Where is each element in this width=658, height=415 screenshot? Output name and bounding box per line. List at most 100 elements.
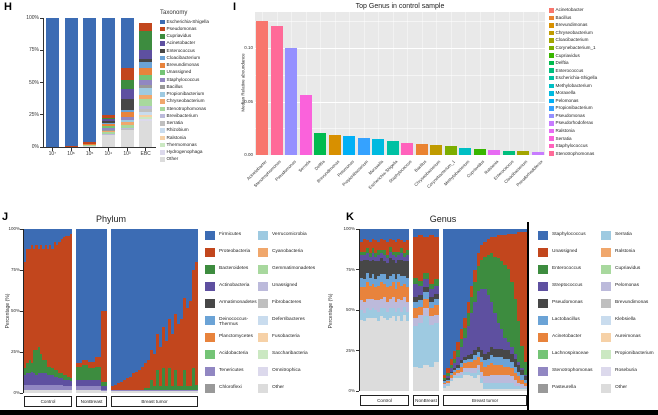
- bar-segment: [174, 314, 177, 371]
- bar-segment: [101, 134, 115, 135]
- bar-segment: [493, 256, 497, 314]
- bar-segment: [42, 248, 45, 361]
- bar-segment: [51, 368, 54, 375]
- bar-segment: [168, 229, 171, 320]
- bar-segment: [473, 378, 477, 391]
- bar-segment: [120, 125, 134, 128]
- stacked-bar: [33, 229, 36, 393]
- legend-label: Brevundimonas: [615, 300, 649, 305]
- group-label: Breast tumor: [141, 399, 168, 404]
- bar-segment: [486, 254, 491, 296]
- bar-segment: [374, 240, 378, 254]
- legend-swatch: [258, 231, 268, 240]
- gridline-vertical: [494, 12, 496, 155]
- legend-label: Serratia: [555, 135, 572, 141]
- bar-segment: [111, 386, 114, 390]
- y-axis-tick-label: 75%: [10, 267, 20, 272]
- bar-segment: [394, 241, 398, 252]
- bar-segment: [486, 365, 491, 377]
- y-axis-line: [23, 229, 24, 393]
- bar-segment: [165, 229, 168, 341]
- legend-label: Hydrogenophaga: [166, 149, 203, 155]
- legend-swatch: [601, 367, 611, 376]
- bar-segment: [368, 298, 372, 310]
- bar-segment: [35, 350, 38, 375]
- legend-swatch: [160, 55, 165, 61]
- bar-segment: [397, 259, 401, 275]
- bar-segment: [500, 261, 504, 330]
- legend-label: Acinetobacter: [552, 334, 582, 339]
- legend-label: Propionibacterium: [615, 351, 654, 356]
- bar-segment: [513, 366, 517, 374]
- bar-segment: [449, 381, 454, 391]
- bar-segment: [37, 347, 40, 374]
- legend-label: Brevundimonas: [555, 22, 588, 28]
- stacked-bar: [114, 229, 117, 393]
- bar-segment: [183, 229, 186, 298]
- bar-segment: [479, 356, 484, 362]
- bar-segment: [486, 382, 491, 390]
- stacked-bar: [490, 229, 494, 391]
- bar-segment: [500, 348, 504, 357]
- bar-segment: [516, 371, 521, 377]
- y-axis-tick-label: 25%: [10, 349, 20, 354]
- legend-swatch: [160, 92, 165, 97]
- bar-segment: [67, 235, 70, 377]
- bar-segment: [374, 279, 378, 288]
- y-tick-mark: [40, 17, 43, 19]
- bar-segment: [123, 379, 126, 390]
- bar-segment: [58, 373, 61, 379]
- bar-segment: [82, 229, 89, 361]
- bar-segment: [423, 292, 429, 299]
- bar-segment: [123, 229, 126, 380]
- bar-segment: [62, 389, 66, 393]
- bar-segment: [406, 250, 409, 255]
- bar-segment: [473, 373, 477, 379]
- bar-segment: [138, 229, 141, 371]
- legend-label: Actinobacteria: [219, 283, 250, 288]
- bar-segment: [446, 376, 450, 379]
- bar-segment: [510, 382, 514, 390]
- bar-segment: [490, 374, 494, 383]
- bar-segment: [449, 358, 454, 366]
- legend-label: Lactobacillus: [552, 317, 580, 322]
- bar-segment: [39, 245, 43, 354]
- legend-swatch: [601, 333, 611, 342]
- bar-segment: [463, 356, 467, 361]
- bar-segment: [153, 229, 156, 354]
- legend-label: Unassigned: [272, 283, 298, 288]
- stacked-bar: [120, 229, 123, 393]
- y-axis-tick-label: 100%: [26, 15, 39, 21]
- legend-label: Cloacibacterium: [555, 37, 589, 43]
- legend-label: Pelomonas: [615, 283, 639, 288]
- stacked-bar: [141, 229, 144, 393]
- bar: [517, 151, 530, 155]
- gridline-vertical: [378, 12, 380, 155]
- legend-swatch: [538, 367, 548, 376]
- bar-segment: [26, 389, 29, 393]
- bar-segment: [371, 248, 375, 254]
- bar-segment: [368, 241, 372, 254]
- bar-segment: [391, 229, 395, 241]
- bar-segment: [51, 374, 54, 385]
- legend-swatch: [549, 30, 554, 36]
- stacked-bar: [360, 229, 363, 391]
- bar-segment: [171, 229, 174, 334]
- legend-label: Proteobacteria: [219, 249, 251, 254]
- legend-swatch: [258, 384, 268, 393]
- bar-segment: [101, 130, 115, 133]
- bar-segment: [139, 117, 153, 119]
- legend-label: Roseburia: [615, 368, 637, 373]
- bar-segment: [180, 389, 183, 392]
- bar-segment: [486, 389, 491, 391]
- bar-segment: [397, 316, 401, 391]
- bar-segment: [139, 118, 153, 122]
- legend-swatch: [549, 128, 554, 134]
- bar-segment: [49, 374, 52, 385]
- bar-segment: [388, 318, 392, 391]
- bar-segment: [403, 314, 406, 391]
- bar-segment: [156, 229, 159, 334]
- bar-segment: [456, 369, 460, 374]
- legend-swatch: [160, 135, 165, 140]
- bar-segment: [88, 361, 95, 369]
